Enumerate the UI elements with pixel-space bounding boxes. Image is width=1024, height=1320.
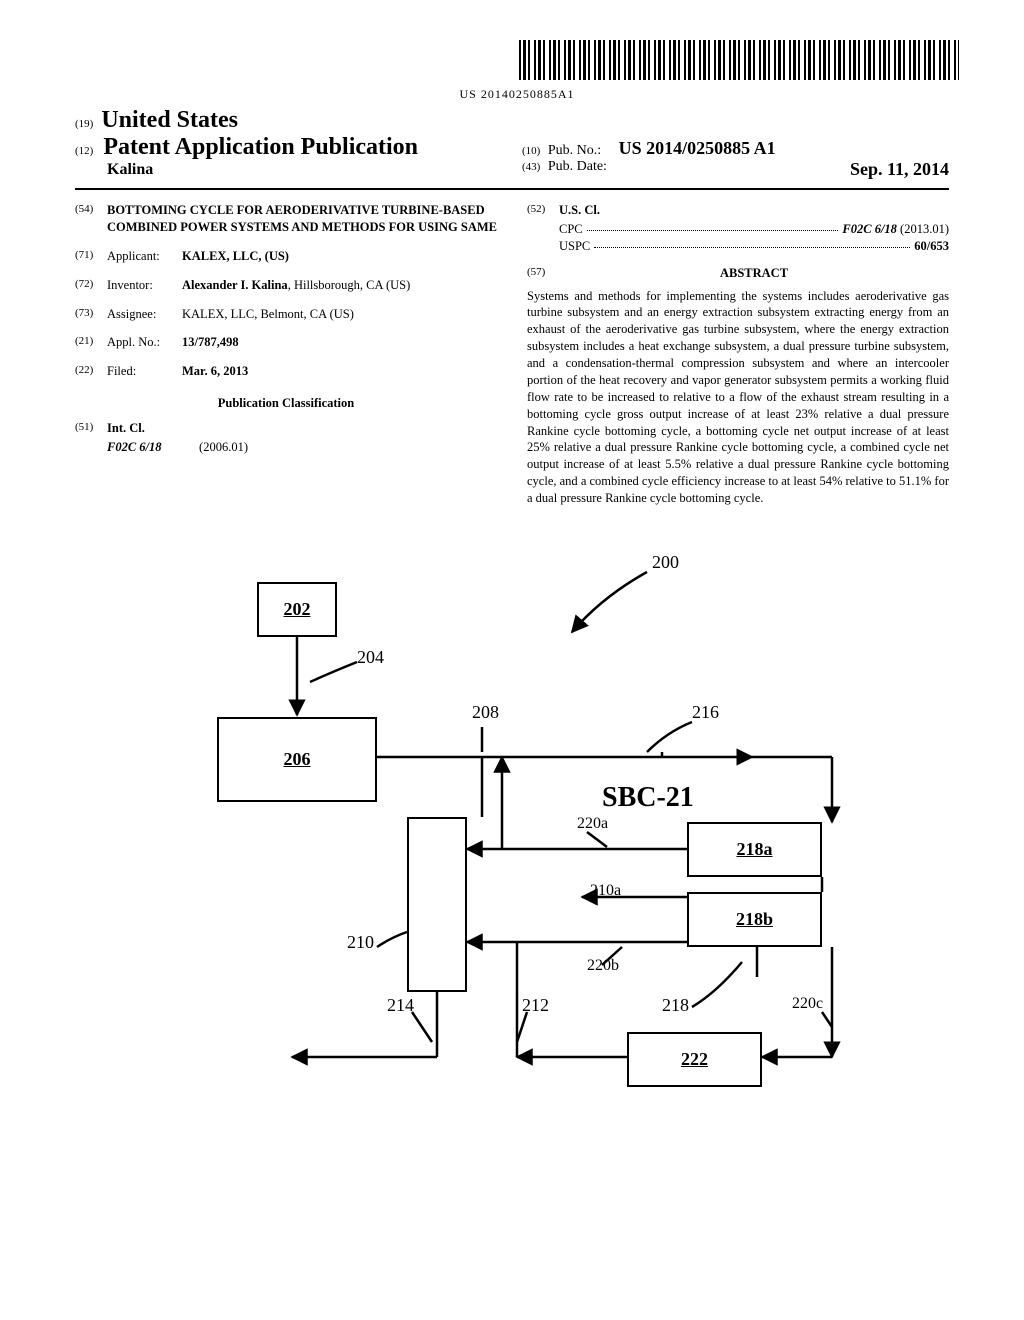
- right-column: (52) U.S. Cl. CPC F02C 6/18 (2013.01) US…: [527, 202, 949, 507]
- header-country: (19) United States: [75, 107, 949, 134]
- label-212: 212: [522, 995, 549, 1016]
- divider-line: [75, 188, 949, 190]
- abstract-section: (57) ABSTRACT Systems and methods for im…: [527, 265, 949, 507]
- field-num-73: (73): [75, 306, 107, 323]
- left-column: (54) BOTTOMING CYCLE FOR AERODERIVATIVE …: [75, 202, 497, 507]
- box-218a: 218a: [687, 822, 822, 877]
- cpc-row: CPC F02C 6/18 (2013.01) USPC 60/653: [527, 221, 949, 255]
- patent-page: US 20140250885A1 (19) United States (12)…: [0, 0, 1024, 1167]
- label-220b: 220b: [587, 957, 619, 975]
- intcl-year: (2006.01): [199, 440, 248, 454]
- header-row2: (12) Patent Application Publication Kali…: [75, 134, 949, 180]
- field-num-21: (21): [75, 334, 107, 351]
- inventor-label: Inventor:: [107, 277, 182, 294]
- intcl-field: (51) Int. Cl.: [75, 420, 497, 437]
- title-field: (54) BOTTOMING CYCLE FOR AERODERIVATIVE …: [75, 202, 497, 236]
- pub-date-value: Sep. 11, 2014: [850, 159, 949, 180]
- pub-no-label: Pub. No.:: [548, 143, 601, 158]
- applicant-value: KALEX, LLC, (US): [182, 248, 497, 265]
- pub-no-value: US 2014/0250885 A1: [619, 138, 776, 158]
- country-name: United States: [101, 107, 238, 133]
- assignee-value: KALEX, LLC, Belmont, CA (US): [182, 306, 497, 323]
- pub-class-header: Publication Classification: [75, 395, 497, 412]
- appl-label: Appl. No.:: [107, 334, 182, 351]
- field-num-71: (71): [75, 248, 107, 265]
- field-num-43: (43): [522, 161, 540, 173]
- box-202: 202: [257, 582, 337, 637]
- box-218b: 218b: [687, 892, 822, 947]
- dotted-fill: [587, 221, 839, 231]
- barcode-section: US 20140250885A1: [75, 40, 959, 102]
- label-208: 208: [472, 702, 499, 723]
- filed-field: (22) Filed: Mar. 6, 2013: [75, 363, 497, 380]
- field-num-57: (57): [527, 265, 559, 288]
- content-columns: (54) BOTTOMING CYCLE FOR AERODERIVATIVE …: [75, 202, 949, 507]
- uscl-field: (52) U.S. Cl.: [527, 202, 949, 219]
- filed-value: Mar. 6, 2013: [182, 363, 497, 380]
- uscl-label: U.S. Cl.: [559, 202, 949, 219]
- barcode-graphic: [519, 40, 959, 80]
- intcl-label: Int. Cl.: [107, 420, 497, 437]
- applicant-label: Applicant:: [107, 248, 182, 265]
- intcl-code: F02C 6/18: [107, 440, 162, 454]
- inventor-value: Alexander I. Kalina, Hillsborough, CA (U…: [182, 277, 497, 294]
- appl-value: 13/787,498: [182, 334, 497, 351]
- field-num-22: (22): [75, 363, 107, 380]
- label-210a: 210a: [590, 882, 621, 900]
- box-206: 206: [217, 717, 377, 802]
- cpc-value: F02C 6/18 (2013.01): [842, 221, 949, 238]
- label-218: 218: [662, 995, 689, 1016]
- patent-title: BOTTOMING CYCLE FOR AERODERIVATIVE TURBI…: [107, 202, 497, 236]
- dotted-fill: [594, 238, 910, 248]
- header-left: (12) Patent Application Publication Kali…: [75, 134, 502, 179]
- assignee-field: (73) Assignee: KALEX, LLC, Belmont, CA (…: [75, 306, 497, 323]
- field-num-54: (54): [75, 202, 107, 236]
- box-210: [407, 817, 467, 992]
- inventor-field: (72) Inventor: Alexander I. Kalina, Hill…: [75, 277, 497, 294]
- field-num-52: (52): [527, 202, 559, 219]
- label-220c: 220c: [792, 995, 823, 1013]
- barcode-number: US 20140250885A1: [75, 87, 959, 102]
- label-210: 210: [347, 932, 374, 953]
- field-num-10: (10): [522, 145, 540, 157]
- intcl-value-row: F02C 6/18 (2006.01): [75, 439, 497, 456]
- pub-date-label: Pub. Date:: [548, 159, 607, 174]
- field-num-12: (12): [75, 145, 93, 157]
- applicant-field: (71) Applicant: KALEX, LLC, (US): [75, 248, 497, 265]
- label-200: 200: [652, 552, 679, 573]
- abstract-header: ABSTRACT: [559, 265, 949, 282]
- label-sbc21: SBC-21: [602, 782, 694, 814]
- filed-label: Filed:: [107, 363, 182, 380]
- uspc-label: USPC: [559, 238, 590, 255]
- uspc-value: 60/653: [914, 238, 949, 255]
- box-222: 222: [627, 1032, 762, 1087]
- header-section: (19) United States (12) Patent Applicati…: [75, 107, 949, 180]
- appl-field: (21) Appl. No.: 13/787,498: [75, 334, 497, 351]
- pub-no-row: (10) Pub. No.: US 2014/0250885 A1: [522, 138, 949, 159]
- label-204: 204: [357, 647, 384, 668]
- header-right: (10) Pub. No.: US 2014/0250885 A1 (43) P…: [502, 138, 949, 180]
- label-220a: 220a: [577, 815, 608, 833]
- pub-type-title: (12) Patent Application Publication: [75, 134, 502, 161]
- pub-type-text: Patent Application Publication: [103, 134, 418, 160]
- label-216: 216: [692, 702, 719, 723]
- field-num-72: (72): [75, 277, 107, 294]
- pub-date-row: (43) Pub. Date: Sep. 11, 2014: [522, 159, 949, 180]
- field-num-51: (51): [75, 420, 107, 437]
- diagram: 202 206 218a 218b 222 200 SBC-21 204 208…: [162, 557, 862, 1127]
- abstract-text: Systems and methods for implementing the…: [527, 288, 949, 507]
- assignee-label: Assignee:: [107, 306, 182, 323]
- field-num-19: (19): [75, 118, 93, 130]
- label-214: 214: [387, 995, 414, 1016]
- author-name: Kalina: [107, 161, 502, 179]
- cpc-label: CPC: [559, 221, 583, 238]
